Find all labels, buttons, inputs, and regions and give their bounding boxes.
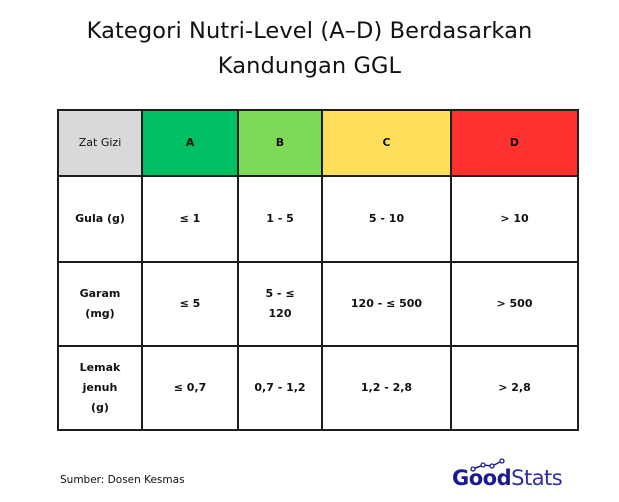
goodstats-logo: GoodStats [452, 458, 563, 492]
header-row: Zat Gizi A B C D [57, 109, 579, 177]
cell-gula-a: ≤ 1 [141, 175, 239, 263]
cell-gula-b: 1 - 5 [237, 175, 323, 263]
chart-title: Kategori Nutri-Level (A–D) Berdasarkan K… [0, 14, 619, 84]
cell-gula-d: > 10 [450, 175, 579, 263]
cell-garam-c: 120 - ≤ 500 [321, 261, 452, 347]
table-row: Gula (g) ≤ 1 1 - 5 5 - 10 > 10 [57, 175, 579, 263]
cell-garam-b: 5 - ≤ 120 [237, 261, 323, 347]
row-label-garam: Garam (mg) [57, 261, 143, 347]
title-line-1: Kategori Nutri-Level (A–D) Berdasarkan [86, 18, 533, 44]
cell-lemak-d: > 2,8 [450, 345, 579, 431]
title-line-2: Kandungan GGL [217, 53, 402, 79]
logo-stats: Stats [511, 466, 563, 490]
nutri-level-table: Zat Gizi A B C D Gula (g) ≤ 1 1 - 5 5 - … [57, 109, 579, 431]
header-zat-gizi: Zat Gizi [57, 109, 143, 177]
header-level-a: A [141, 109, 239, 177]
cell-lemak-c: 1,2 - 2,8 [321, 345, 452, 431]
header-level-c: C [321, 109, 452, 177]
header-level-d: D [450, 109, 579, 177]
header-level-b: B [237, 109, 323, 177]
cell-garam-d: > 500 [450, 261, 579, 347]
cell-garam-a: ≤ 5 [141, 261, 239, 347]
cell-gula-c: 5 - 10 [321, 175, 452, 263]
cell-lemak-b: 0,7 - 1,2 [237, 345, 323, 431]
row-label-lemak-jenuh: Lemak jenuh (g) [57, 345, 143, 431]
row-label-gula: Gula (g) [57, 175, 143, 263]
trend-line-icon [470, 458, 505, 472]
table-row: Lemak jenuh (g) ≤ 0,7 0,7 - 1,2 1,2 - 2,… [57, 345, 579, 431]
logo-good: Good [452, 466, 512, 490]
cell-lemak-a: ≤ 0,7 [141, 345, 239, 431]
source-note: Sumber: Dosen Kesmas [60, 474, 185, 486]
table-row: Garam (mg) ≤ 5 5 - ≤ 120 120 - ≤ 500 > 5… [57, 261, 579, 347]
logo-wordmark: GoodStats [452, 466, 563, 490]
